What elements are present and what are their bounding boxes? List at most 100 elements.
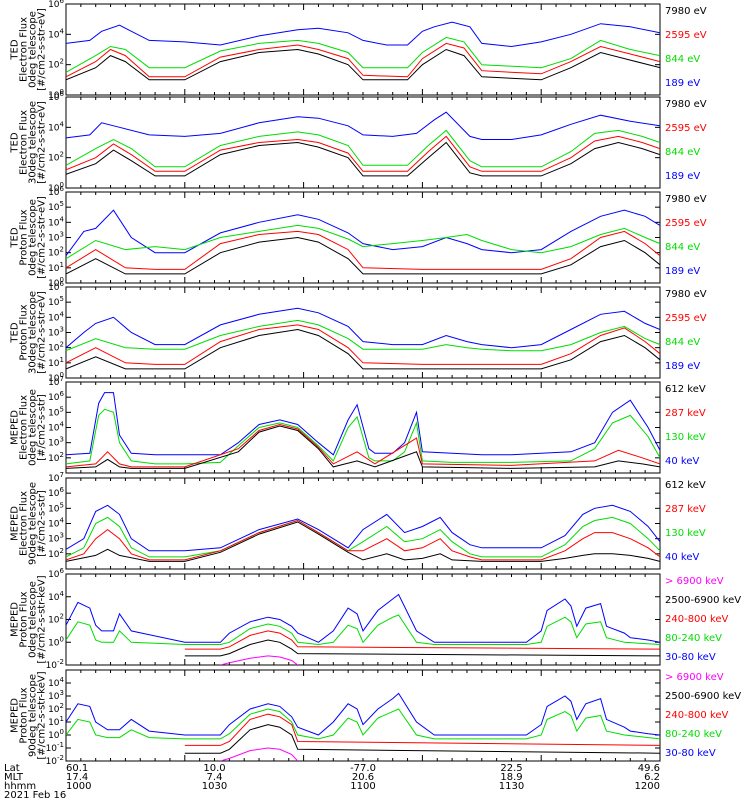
y-axis-label-line: [#/cm2-s-str-eV]	[37, 291, 48, 374]
panel-frame	[65, 3, 661, 96]
y-tick-label: 105	[48, 295, 64, 308]
y-axis-label-line: Electron Flux	[19, 395, 30, 460]
y-tick-label: 10-2	[46, 754, 64, 767]
series-line-30-80-kev	[66, 692, 660, 736]
y-tick-label: 102	[48, 613, 64, 626]
legend-entry: 130 keV	[665, 528, 706, 539]
series-group	[66, 21, 660, 81]
footer-value: 1100	[350, 781, 375, 792]
y-axis-label-line: 0deg telescope	[28, 199, 39, 276]
legend-entry: 287 keV	[665, 408, 706, 419]
series-line-7980-ev	[66, 236, 660, 275]
legend-entry: 30-80 keV	[665, 748, 716, 759]
footer-row-label: MLT	[4, 772, 24, 783]
y-axis-label-line: MEPED	[10, 698, 21, 733]
legend-entry: 30-80 keV	[665, 652, 716, 663]
legend-entry: 2595 eV	[665, 30, 707, 41]
legend-entry: 40 keV	[665, 552, 699, 563]
legend-entry: > 6900 keV	[665, 576, 724, 587]
series-line-612-kev	[66, 425, 660, 469]
y-axis-label-line: TED	[10, 132, 21, 153]
legend-entry: 2500-6900 keV	[665, 595, 741, 606]
y-tick-label: 105	[48, 200, 64, 213]
y-tick-label: 100	[48, 276, 64, 289]
y-tick-label: 106	[48, 567, 64, 580]
legend-entry: 612 keV	[665, 480, 706, 491]
legend-entry: 7980 eV	[665, 6, 707, 17]
y-tick-label: 105	[48, 405, 64, 418]
y-axis-label-line: [#/cm2-s-str]	[37, 490, 48, 557]
legend-entry: 844 eV	[665, 147, 700, 158]
panel-frame	[65, 96, 661, 189]
footer-value: 60.1	[66, 763, 88, 774]
series-group	[66, 392, 660, 469]
y-axis-label-line: MEPED	[10, 506, 21, 541]
series-group	[66, 209, 660, 275]
y-axis-label-line: [#/cm2-s-str-eV]	[37, 101, 48, 184]
y-tick-label: 102	[48, 58, 64, 71]
y-tick-label: 102	[48, 451, 64, 464]
legend-entry: 189 eV	[665, 361, 700, 372]
legend-entry: 40 keV	[665, 456, 699, 467]
y-tick-label: 104	[48, 590, 64, 603]
y-tick-label: 103	[48, 532, 64, 545]
footer-value: -77.0	[350, 763, 376, 774]
y-tick-label: 101	[48, 715, 64, 728]
panels: 100 102 104 106 TED Electron Flux 0deg telesco…	[10, 0, 742, 767]
y-axis-label-line: Proton Flux	[19, 687, 30, 743]
legend-entry: > 6900 keV	[665, 672, 724, 683]
y-axis-label: MEPEDElectron Flux90deg telescope[#/cm2-…	[10, 482, 48, 565]
series-line-80-240-kev	[66, 708, 660, 740]
y-tick-label: 104	[48, 517, 64, 530]
legend-entry: 240-800 keV	[665, 710, 729, 721]
y-axis-label-line: Proton Flux	[19, 304, 30, 360]
y-tick-label: 100	[48, 635, 64, 648]
footer-value: 1030	[202, 781, 227, 792]
y-tick-label: 105	[48, 501, 64, 514]
legend-entry: 2595 eV	[665, 313, 707, 324]
y-tick-label: 100	[48, 728, 64, 741]
y-axis-label-line: [#/cm2-s-str]	[37, 394, 48, 461]
y-tick-label: 10-1	[46, 741, 64, 754]
series-line-7980-ev	[66, 328, 660, 370]
y-axis-label-line: TED	[10, 322, 21, 343]
y-axis-label-line: TED	[10, 227, 21, 248]
y-tick-label: 100	[48, 371, 64, 384]
y-tick-label: 106	[48, 486, 64, 499]
series-line--6900-kev	[220, 747, 299, 761]
series-line-80-240-kev	[66, 614, 660, 646]
y-tick-label: 102	[48, 547, 64, 560]
series-line-2595-ev	[66, 42, 660, 78]
series-line-844-ev	[66, 36, 660, 73]
y-tick-label: 101	[48, 356, 64, 369]
footer-value: 17.4	[66, 772, 88, 783]
series-group	[66, 307, 660, 370]
y-tick-label: 102	[48, 151, 64, 164]
y-tick-label: 102	[48, 246, 64, 259]
series-line-7980-ev	[66, 141, 660, 177]
legend-entry: 844 eV	[665, 242, 700, 253]
legend-entry: 2595 eV	[665, 123, 707, 134]
footer-row-label: Lat	[4, 763, 20, 774]
y-axis-label-line: 0deg telescope	[28, 581, 39, 658]
y-tick-label: 104	[48, 120, 64, 133]
y-tick-label: 106	[48, 185, 64, 198]
footer-value: 49.6	[638, 763, 660, 774]
series-line-189-ev	[66, 21, 660, 48]
footer-value: 1000	[66, 781, 91, 792]
y-tick-label: 103	[48, 689, 64, 702]
y-tick-label: 104	[48, 27, 64, 40]
series-group	[66, 504, 660, 562]
series-group	[66, 593, 660, 665]
series-line-30-80-kev	[66, 593, 660, 643]
y-axis-label-line: [#/cm2-s-str-keV]	[37, 671, 48, 759]
legend-entry: 2500-6900 keV	[665, 691, 741, 702]
y-tick-label: 104	[48, 310, 64, 323]
y-tick-label: 103	[48, 326, 64, 339]
y-tick-label: 106	[48, 280, 64, 293]
panel-frame	[65, 573, 661, 666]
y-tick-label: 101	[48, 261, 64, 274]
